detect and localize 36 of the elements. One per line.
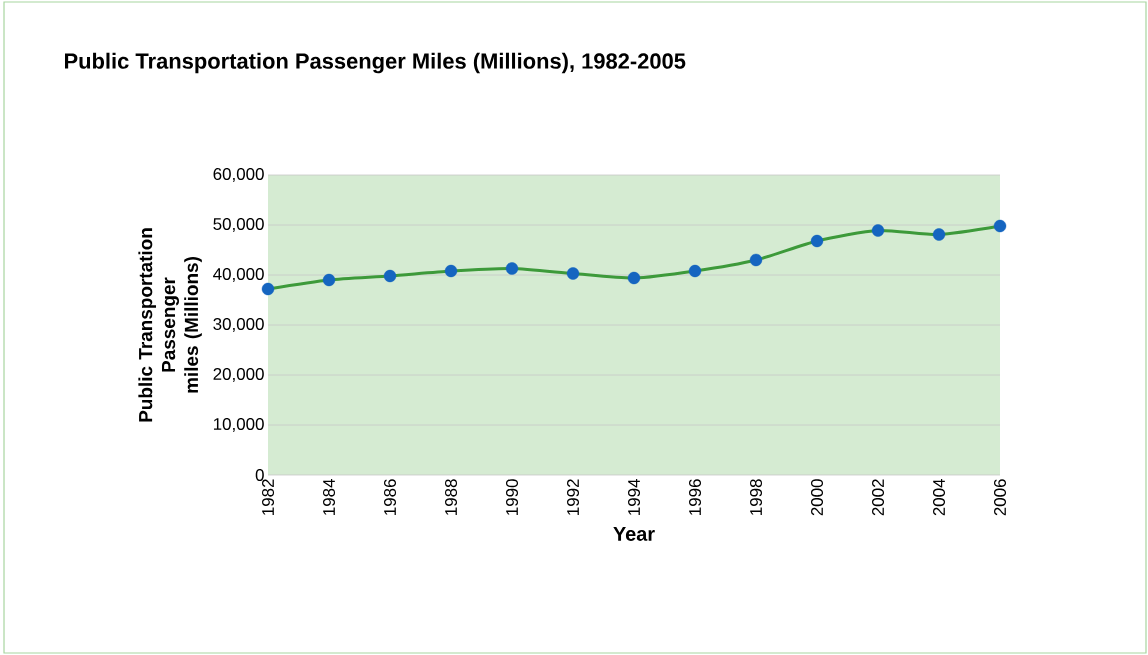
x-tick-label: 1994 xyxy=(628,479,641,515)
point xyxy=(566,267,580,280)
point xyxy=(505,262,519,275)
point xyxy=(688,264,702,278)
x-tick-label: 1998 xyxy=(750,479,763,515)
x-tick-label: 2006 xyxy=(994,479,1007,516)
chart-title: Public Transportation Passenger Miles (Millions), 1982-2005 xyxy=(65,52,686,74)
x-tick-label: 1988 xyxy=(445,479,458,515)
x-tick-label: 2002 xyxy=(872,479,885,516)
y-axis-title: Public Transportation Passenger miles (Millions) xyxy=(138,228,202,422)
point xyxy=(749,253,763,267)
x-tick-label: 1996 xyxy=(689,479,702,515)
point xyxy=(444,264,458,278)
point xyxy=(322,273,336,287)
x-tick-label: 1984 xyxy=(323,479,336,515)
point xyxy=(871,224,885,237)
y-tick-label: 0 xyxy=(255,469,264,481)
y-tick-label: 20,000 xyxy=(213,368,264,382)
y-tick-label: 10,000 xyxy=(213,418,264,432)
x-tick-label: 1986 xyxy=(384,479,397,515)
y-tick-label: 40,000 xyxy=(213,268,264,283)
x-tick-label: 2000 xyxy=(811,479,824,516)
y-tick-label: 30,000 xyxy=(213,318,264,333)
x-tick-label: 2004 xyxy=(933,479,946,516)
point xyxy=(810,234,824,248)
point xyxy=(993,219,1007,233)
point xyxy=(627,271,641,285)
x-tick-label: 1992 xyxy=(567,479,580,515)
point xyxy=(383,269,397,283)
point xyxy=(261,282,275,296)
x-tick-label: 1982 xyxy=(262,479,275,515)
x-axis-title: Year xyxy=(613,527,655,541)
x-tick-label: 1990 xyxy=(506,479,519,515)
point xyxy=(932,228,946,241)
y-tick-label: 50,000 xyxy=(213,218,264,233)
y-tick-label: 60,000 xyxy=(213,168,264,183)
